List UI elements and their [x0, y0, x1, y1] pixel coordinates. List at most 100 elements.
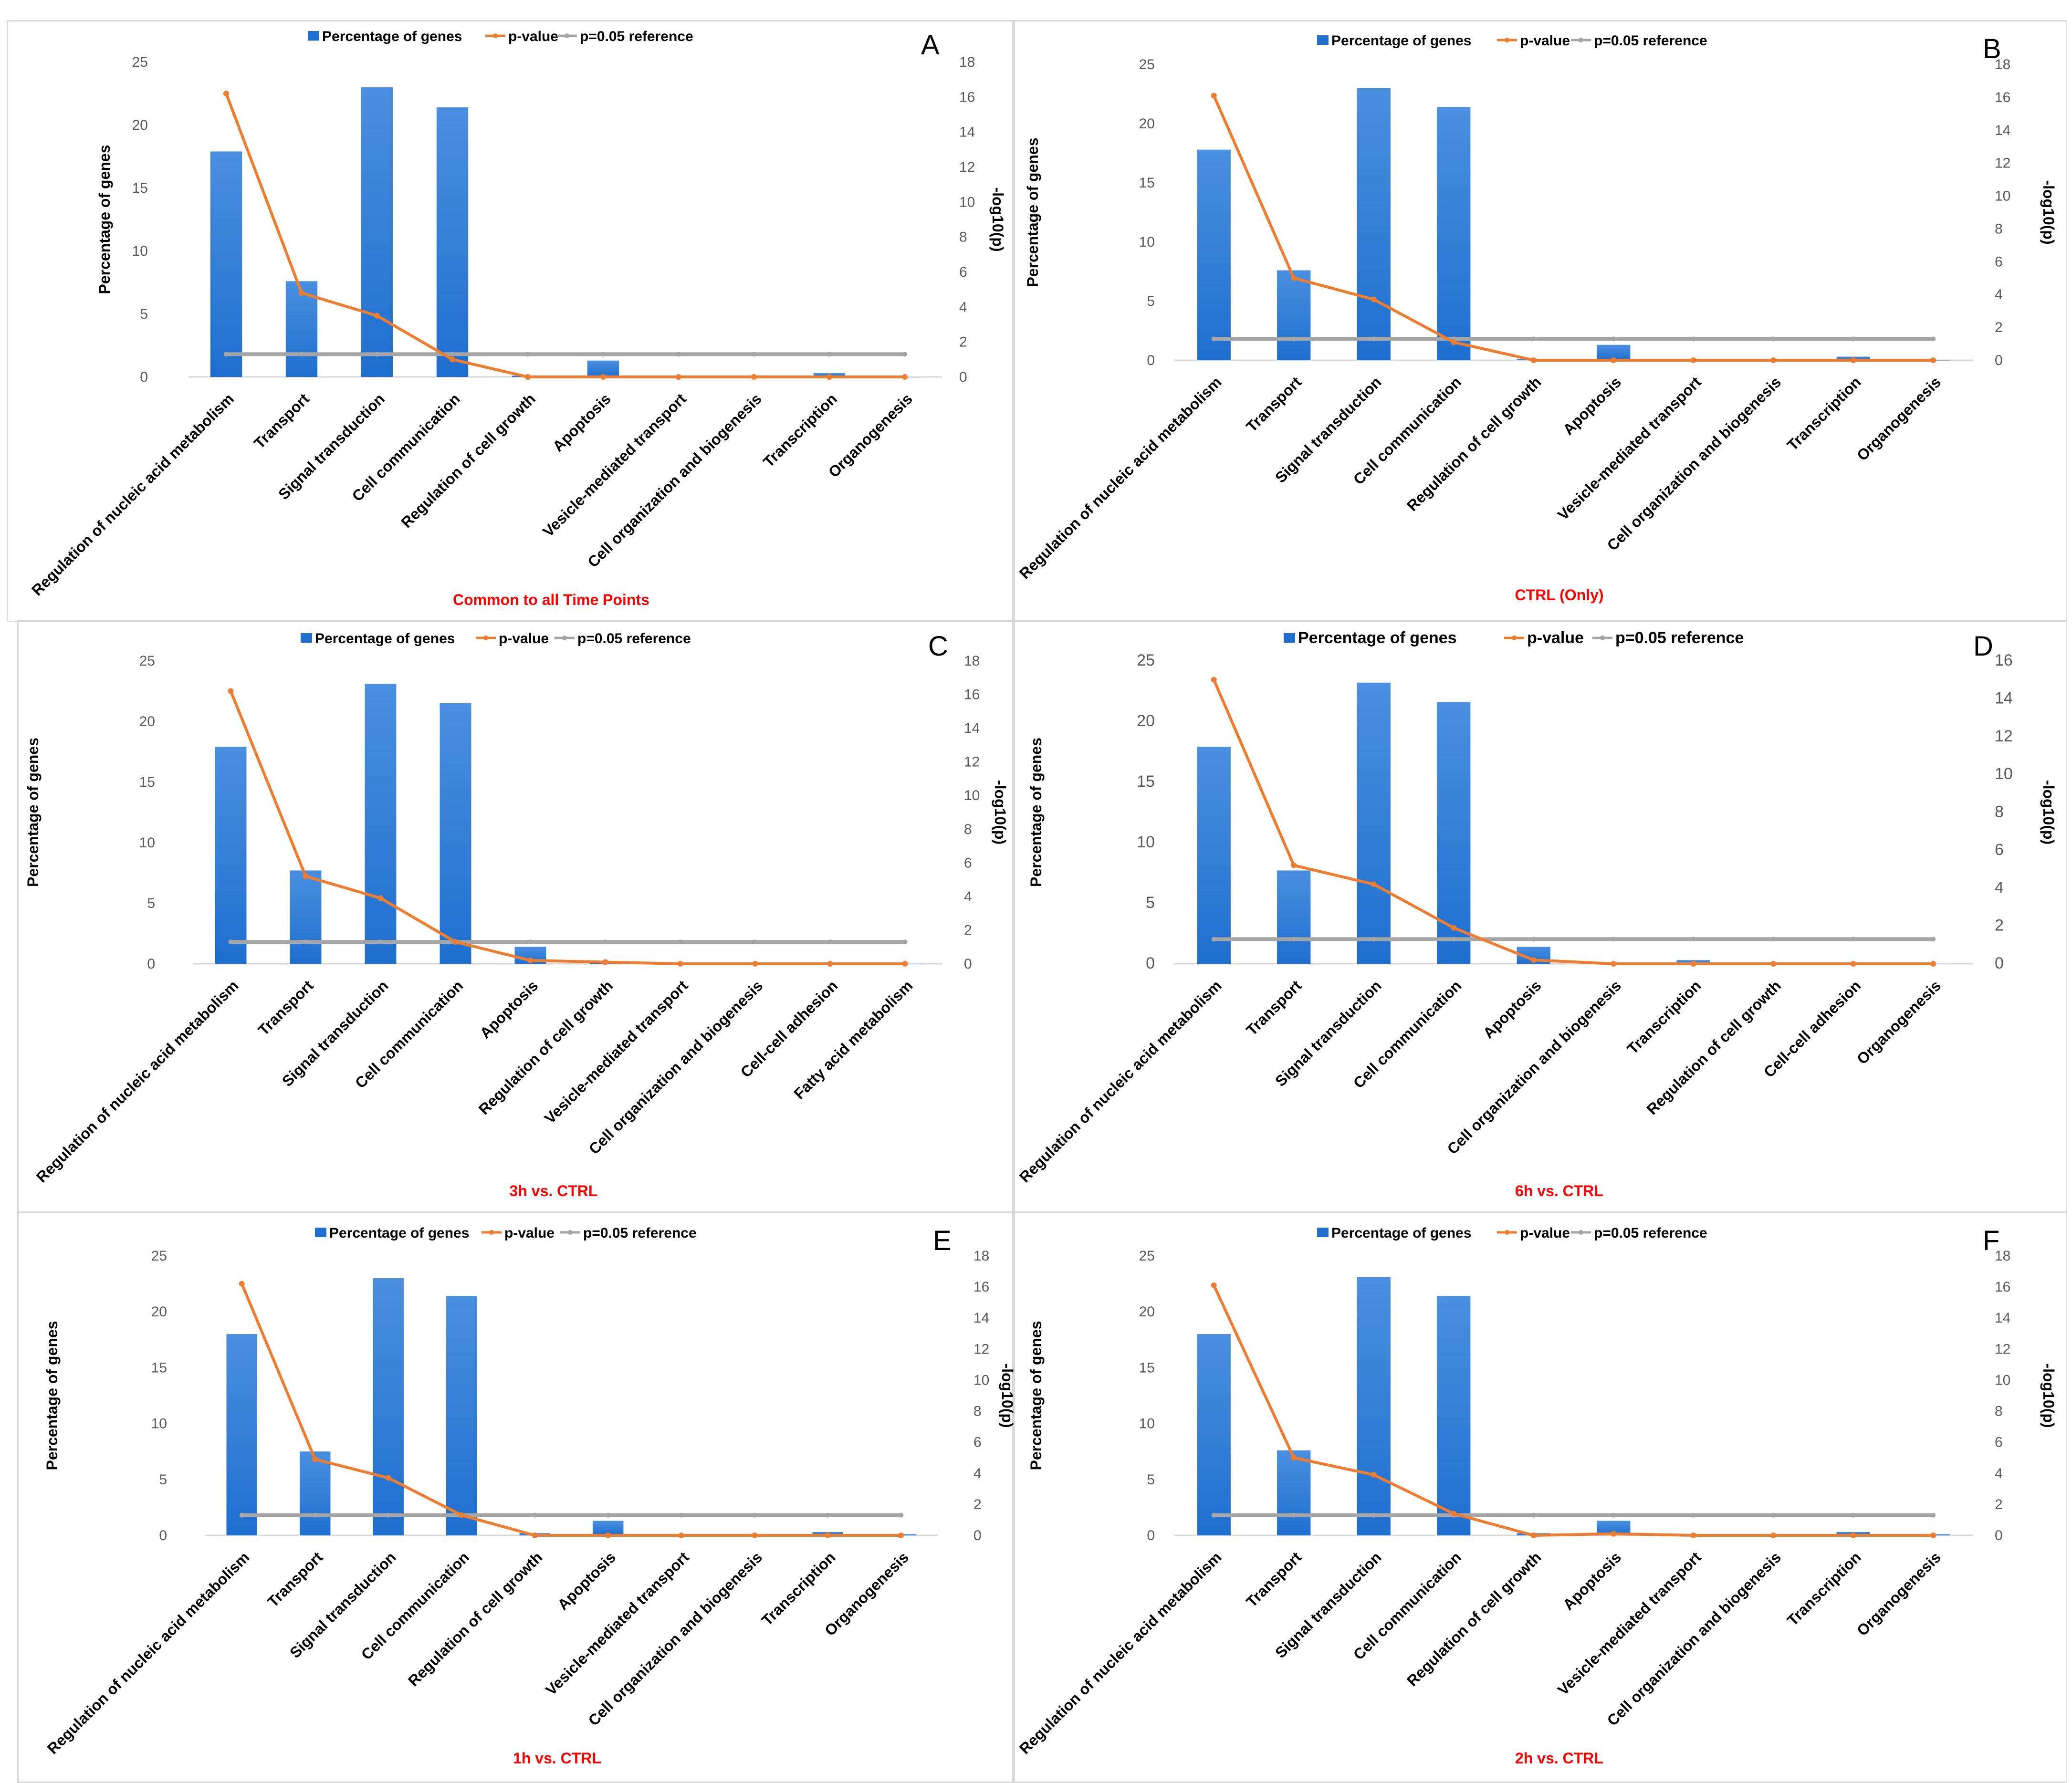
pvalue-point	[1930, 961, 1936, 967]
pvalue-point	[902, 961, 908, 967]
pvalue-point	[1291, 275, 1297, 281]
y-tick-label: 5	[159, 1472, 167, 1488]
pvalue-point	[600, 374, 606, 380]
y-tick-label: 10	[139, 835, 155, 851]
legend-bar-label: Percentage of genes	[1298, 629, 1457, 647]
y-tick-label: 5	[1147, 293, 1155, 309]
y2-tick-label: 10	[973, 1372, 989, 1388]
category-label: Vesicle-mediated transport	[1554, 1548, 1705, 1699]
pvalue-point	[1611, 1531, 1617, 1537]
category-label: Apoptosis	[1559, 1548, 1624, 1613]
y-axis-title: Percentage of genes	[1027, 738, 1045, 887]
bar	[290, 870, 322, 964]
y-tick-label: 20	[132, 117, 148, 133]
category-label: Regulation of nucleic acid metabolism	[44, 1548, 253, 1757]
legend-reference-label: p=0.05 reference	[1594, 33, 1707, 49]
y-tick-label: 10	[1139, 234, 1155, 250]
category-label: Vesicle-mediated transport	[1554, 373, 1705, 523]
reference-point	[1691, 1512, 1696, 1518]
category-label: Vesicle-mediated transport	[541, 977, 691, 1127]
panel-letter: C	[928, 631, 948, 662]
y2-tick-label: 12	[1995, 1341, 2010, 1357]
legend-bar-label: Percentage of genes	[1331, 33, 1471, 49]
chart-panel-e: 0 5 10 15 20 25 0 2 4 6 8 10 12 14 16 18 Percentage of g…	[43, 1225, 1016, 1767]
chart-panel-b: 0 5 10 15 20 25 0 2 4 6 8 10 12 14 16 18 Percentage of g…	[1016, 33, 2057, 604]
pvalue-point	[312, 1456, 318, 1462]
legend-bar-label: Percentage of genes	[322, 29, 462, 44]
legend-reference-label: p=0.05 reference	[1615, 629, 1744, 647]
pvalue-point	[1850, 357, 1856, 363]
panel-letter: D	[1973, 631, 1993, 662]
legend-bar-label: Percentage of genes	[315, 631, 455, 646]
pvalue-point	[1850, 961, 1856, 967]
pvalue-point	[902, 374, 908, 380]
y2-tick-label: 8	[959, 229, 967, 245]
category-label: Transport	[251, 390, 313, 452]
reference-point	[1371, 937, 1376, 942]
reference-point	[313, 1512, 318, 1518]
bar	[1277, 270, 1311, 360]
reference-point	[1611, 336, 1616, 342]
category-label: Transport	[1243, 1548, 1305, 1610]
y-tick-label: 0	[1146, 954, 1155, 972]
reference-point	[827, 939, 833, 945]
category-label: Regulation of cell growth	[405, 1548, 546, 1689]
reference-point	[1291, 937, 1297, 942]
pvalue-point	[1930, 1533, 1936, 1538]
y2-tick-label: 16	[1995, 90, 2010, 105]
y-tick-label: 5	[1147, 1472, 1155, 1488]
y2-tick-label: 8	[973, 1404, 982, 1419]
y-tick-label: 15	[132, 180, 148, 196]
bar	[1437, 702, 1471, 964]
pvalue-point	[1451, 339, 1457, 345]
legend-pvalue-label: p-value	[1520, 33, 1570, 49]
reference-point	[224, 352, 229, 357]
reference-point	[679, 1512, 684, 1518]
legend-bar-swatch	[1317, 35, 1329, 45]
y2-tick-label: 2	[964, 922, 972, 938]
y-tick-label: 20	[1137, 712, 1155, 730]
pvalue-point	[303, 873, 309, 879]
y2-tick-label: 10	[1995, 765, 2013, 783]
bar	[1277, 1450, 1311, 1535]
reference-point	[676, 352, 681, 357]
y2-tick-label: 4	[1995, 878, 2004, 897]
y-tick-label: 5	[1146, 894, 1155, 912]
legend-reference-marker	[568, 1230, 573, 1235]
y-tick-label: 20	[139, 714, 155, 730]
y2-tick-label: 18	[1995, 57, 2010, 73]
bar	[1357, 682, 1391, 964]
category-label: Transport	[264, 1548, 326, 1610]
reference-point	[825, 1512, 830, 1518]
bar	[1357, 1277, 1391, 1535]
y-axis-title: Percentage of genes	[1027, 1321, 1045, 1470]
reference-point	[299, 352, 304, 357]
category-label: Transcription	[760, 390, 840, 470]
legend-reference-label: p=0.05 reference	[1594, 1225, 1707, 1241]
reference-point	[1771, 336, 1776, 342]
y2-tick-label: 16	[973, 1279, 989, 1295]
y2-tick-label: 12	[1995, 727, 2013, 745]
legend-pvalue-marker	[489, 1230, 494, 1235]
reference-point	[678, 939, 683, 945]
y2-tick-label: 14	[973, 1310, 989, 1326]
pvalue-point	[1451, 925, 1457, 931]
legend-pvalue-marker	[493, 33, 498, 38]
panel-frame-e	[17, 1212, 1014, 1783]
pvalue-point	[827, 961, 833, 967]
panel-letter: F	[1983, 1225, 1999, 1256]
reference-point	[1611, 937, 1616, 942]
legend-reference-label: p=0.05 reference	[577, 631, 691, 646]
reference-point	[606, 1512, 611, 1518]
y2-tick-label: 8	[1995, 1404, 2003, 1419]
y2-tick-label: 18	[959, 54, 975, 70]
panel-frame-d	[1014, 620, 2067, 1213]
category-label: Vesicle-mediated transport	[539, 390, 690, 540]
category-label: Apoptosis	[549, 390, 614, 455]
y2-tick-label: 18	[1995, 1248, 2010, 1264]
legend-bar-swatch	[1317, 1228, 1329, 1237]
pvalue-point	[1371, 881, 1377, 887]
legend-reference-label: p=0.05 reference	[583, 1225, 697, 1241]
reference-point	[450, 352, 455, 357]
panel-frame-b	[1014, 20, 2067, 622]
